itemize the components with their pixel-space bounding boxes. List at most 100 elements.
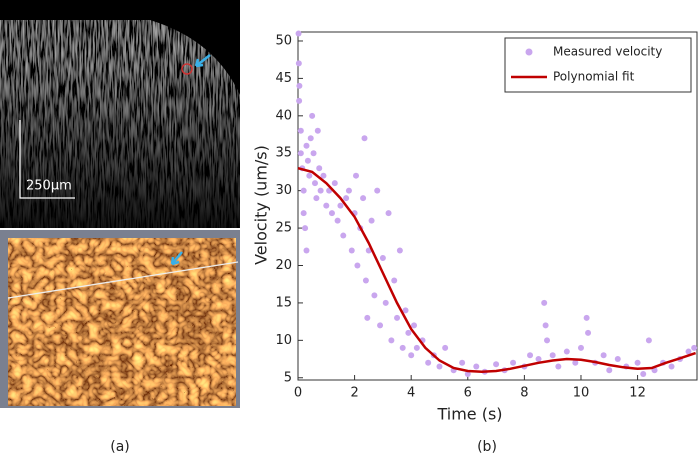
data-point (316, 165, 323, 172)
data-point (348, 247, 355, 254)
x-tick-label: 6 (464, 386, 472, 401)
data-point (361, 135, 368, 142)
data-point (634, 359, 641, 366)
y-tick-label: 40 (275, 108, 292, 123)
data-point (691, 344, 698, 351)
data-point (295, 60, 302, 67)
data-point (303, 247, 310, 254)
y-tick-label: 35 (275, 146, 292, 161)
data-point (527, 352, 534, 359)
data-point (600, 352, 607, 359)
data-point (297, 150, 304, 157)
data-point (302, 225, 309, 232)
data-point (374, 187, 381, 194)
x-tick-label: 12 (629, 386, 646, 401)
data-point (413, 344, 420, 351)
data-point (364, 314, 371, 321)
data-point (685, 348, 692, 355)
data-point (331, 180, 338, 187)
data-point (541, 299, 548, 306)
data-point (510, 359, 517, 366)
data-point (303, 142, 310, 149)
data-point (606, 367, 613, 374)
data-point (542, 322, 549, 329)
oct-image: 250µm (0, 0, 240, 228)
data-point (362, 277, 369, 284)
data-point (300, 210, 307, 217)
data-point (311, 180, 318, 187)
x-axis-label: Time (s) (436, 405, 502, 424)
panel-label: (a) (110, 439, 130, 455)
y-tick-label: 10 (275, 333, 292, 348)
data-point (320, 172, 327, 179)
data-point (297, 127, 304, 134)
y-tick-label: 45 (275, 71, 292, 86)
data-point (328, 210, 335, 217)
data-point (402, 307, 409, 314)
legend-label: Measured velocity (553, 45, 662, 59)
legend-marker (525, 48, 533, 56)
data-point (353, 172, 360, 179)
data-point (645, 337, 652, 344)
data-point (535, 356, 542, 363)
y-tick-label: 5 (284, 370, 292, 385)
y-tick-label: 25 (275, 221, 292, 236)
legend-label: Polynomial fit (553, 70, 635, 84)
data-point (396, 247, 403, 254)
data-point (340, 232, 347, 239)
data-point (295, 30, 302, 37)
data-point (314, 127, 321, 134)
data-point (368, 217, 375, 224)
y-tick-label: 15 (275, 295, 292, 310)
x-tick-label: 10 (573, 386, 590, 401)
data-point (585, 329, 592, 336)
panel-label: (b) (477, 439, 497, 455)
scale-bar-label: 250µm (26, 179, 72, 194)
data-point (411, 322, 418, 329)
data-point (549, 352, 556, 359)
data-point (563, 348, 570, 355)
data-point (668, 363, 675, 370)
data-point (377, 322, 384, 329)
data-point (354, 262, 361, 269)
data-point (296, 97, 303, 104)
data-point (425, 359, 432, 366)
data-point (360, 195, 367, 202)
data-point (408, 352, 415, 359)
data-point (388, 337, 395, 344)
data-point (442, 344, 449, 351)
x-tick-label: 4 (407, 386, 415, 401)
vascular-render (0, 230, 240, 408)
data-point (345, 187, 352, 194)
data-point (323, 202, 330, 209)
data-point (371, 292, 378, 299)
x-tick-label: 0 (294, 386, 302, 401)
data-point (379, 255, 386, 262)
data-point (544, 337, 551, 344)
y-tick-label: 20 (275, 258, 292, 273)
x-tick-label: 8 (520, 386, 528, 401)
data-point (317, 187, 324, 194)
data-point (385, 210, 392, 217)
data-point (391, 277, 398, 284)
data-point (343, 195, 350, 202)
legend-box (504, 37, 692, 93)
data-point (640, 371, 647, 378)
data-point (382, 299, 389, 306)
data-point (464, 371, 471, 378)
data-point (309, 112, 316, 119)
data-point (473, 363, 480, 370)
data-point (334, 217, 341, 224)
data-point (394, 314, 401, 321)
y-axis-label: Velocity (um/s) (252, 145, 271, 265)
data-point (493, 361, 500, 368)
y-tick-label: 30 (275, 183, 292, 198)
data-point (583, 314, 590, 321)
data-point (459, 359, 466, 366)
data-point (405, 329, 412, 336)
fit-line (297, 166, 696, 374)
data-point (572, 359, 579, 366)
data-point (313, 195, 320, 202)
data-point (304, 157, 311, 164)
